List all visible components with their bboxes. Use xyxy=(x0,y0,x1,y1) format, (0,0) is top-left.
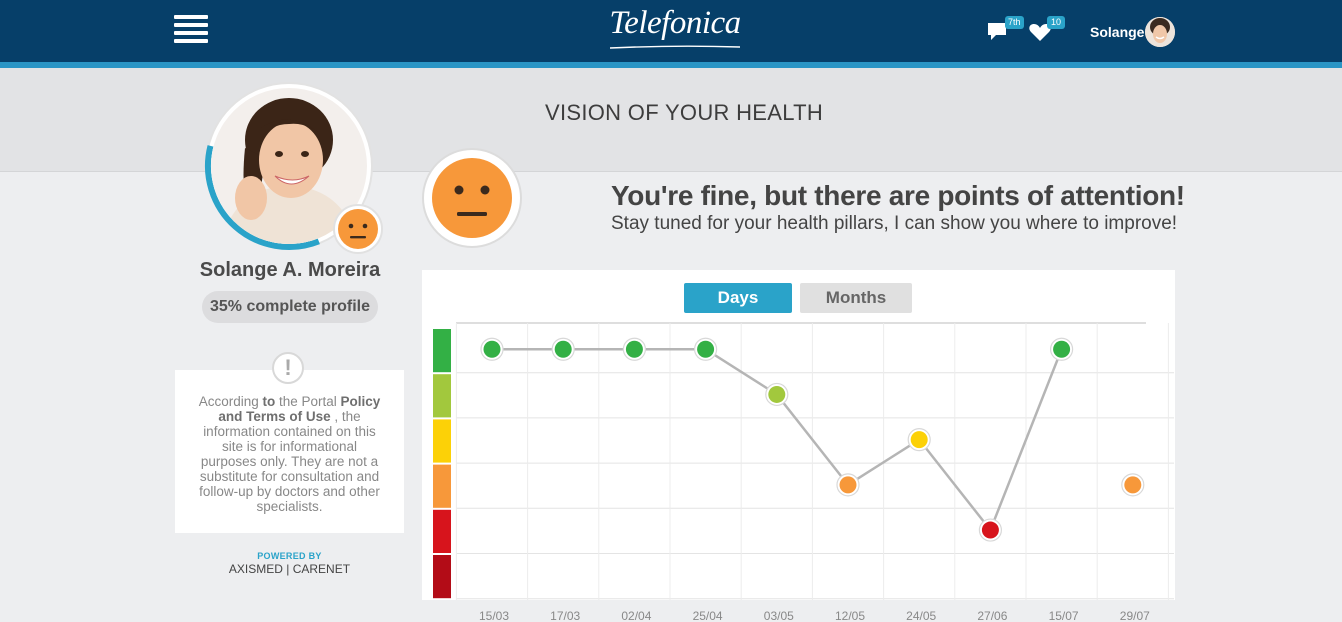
series-line xyxy=(492,347,1063,533)
status-subline: Stay tuned for your health pillars, I ca… xyxy=(611,213,1178,234)
x-tick-label: 17/03 xyxy=(550,609,580,622)
profile-photo-container xyxy=(203,80,375,252)
neutral-face-icon xyxy=(432,158,512,238)
level-bar-1 xyxy=(433,555,451,599)
header-accent-stripe xyxy=(0,62,1342,68)
favorites-badge: 10 xyxy=(1047,16,1065,29)
status-headline: You're fine, but there are points of att… xyxy=(611,180,1185,211)
level-bar-4 xyxy=(433,419,451,463)
heart-icon xyxy=(1029,24,1051,41)
x-tick-label: 12/05 xyxy=(835,609,865,622)
powered-by-label: POWERED BY xyxy=(257,551,322,561)
profile-completion-badge[interactable]: 35% complete profile xyxy=(202,291,378,323)
data-point xyxy=(981,521,999,539)
level-bar-3 xyxy=(433,464,451,508)
profile-photo[interactable] xyxy=(211,88,367,244)
data-point xyxy=(768,385,786,403)
x-tick-label: 02/04 xyxy=(621,609,651,622)
data-point xyxy=(483,340,501,358)
data-point xyxy=(839,476,857,494)
messages-badge: 7th xyxy=(1005,16,1024,29)
x-tick-label: 15/07 xyxy=(1049,609,1079,622)
logo-text: Telefonica xyxy=(609,5,741,41)
tab-days[interactable]: Days xyxy=(684,283,792,313)
telefonica-logo[interactable]: Telefonica xyxy=(600,4,750,52)
mood-indicator-large xyxy=(422,148,522,248)
tab-months[interactable]: Months xyxy=(800,283,912,313)
menu-icon[interactable] xyxy=(174,15,208,45)
neutral-face-icon xyxy=(338,209,378,249)
data-point xyxy=(1053,340,1071,358)
health-chart-card xyxy=(422,270,1175,600)
x-tick-label: 15/03 xyxy=(479,609,509,622)
x-tick-label: 27/06 xyxy=(977,609,1007,622)
x-tick-label: 29/07 xyxy=(1120,609,1150,622)
user-avatar[interactable] xyxy=(1145,17,1175,47)
data-point xyxy=(697,340,715,358)
level-bar-5 xyxy=(433,374,451,418)
data-point xyxy=(1124,476,1142,494)
level-bar-6 xyxy=(433,329,451,373)
speech-bubble-icon xyxy=(988,23,1006,40)
user-menu-name[interactable]: Solange xyxy=(1090,24,1145,40)
level-bar-2 xyxy=(433,509,451,553)
favorites-button[interactable]: 10 xyxy=(1028,16,1065,44)
x-tick-label: 25/04 xyxy=(693,609,723,622)
exclamation-icon: ! xyxy=(272,352,304,384)
powered-by-brand[interactable]: AXISMED | CARENET xyxy=(228,562,351,576)
disclaimer-text: According to the Portal Policy and Terms… xyxy=(175,370,404,533)
data-point xyxy=(625,340,643,358)
top-navigation-bar xyxy=(0,0,1342,62)
mood-indicator-small xyxy=(333,204,383,254)
messages-button[interactable]: 7th xyxy=(986,16,1024,44)
data-point xyxy=(910,431,928,449)
profile-name: Solange A. Moreira xyxy=(199,259,381,281)
page-title: VISION OF YOUR HEALTH xyxy=(545,100,824,125)
x-tick-label: 03/05 xyxy=(764,609,794,622)
data-point xyxy=(554,340,572,358)
x-tick-label: 24/05 xyxy=(906,609,936,622)
